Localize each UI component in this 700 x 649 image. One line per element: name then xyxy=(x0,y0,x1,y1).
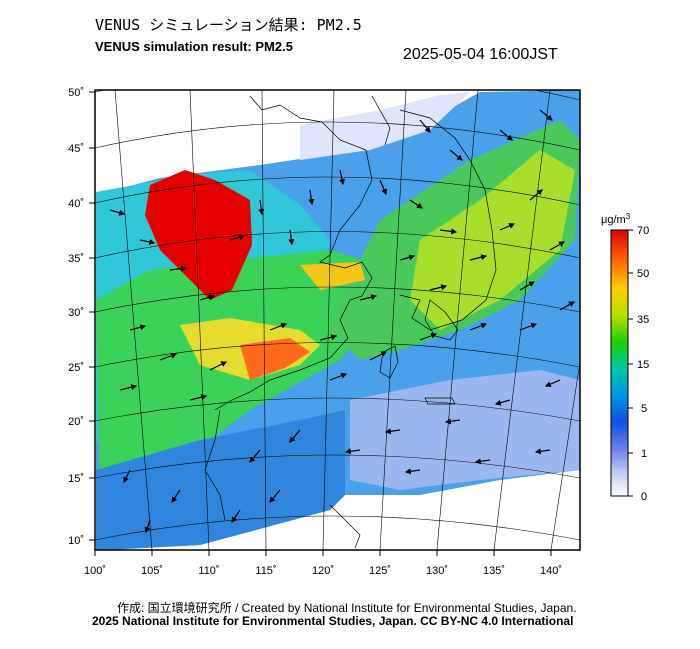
lon-label-105: 105˚ xyxy=(141,565,163,577)
lon-label-130: 130˚ xyxy=(426,565,448,577)
colorbar-tick-5: 5 xyxy=(641,403,647,415)
lat-label-30: 30˚ xyxy=(68,307,84,319)
latitude-ticks xyxy=(89,91,95,541)
lat-label-50: 50˚ xyxy=(68,87,84,99)
colorbar: μg/m3 70 50 35 15 5 1 0 xyxy=(601,212,649,503)
lat-label-40: 40˚ xyxy=(68,198,84,210)
colorbar-tick-50: 50 xyxy=(637,268,649,280)
pm25-field-orange-south xyxy=(240,338,310,380)
colorbar-tick-1: 1 xyxy=(641,448,647,460)
colorbar-tick-0: 0 xyxy=(641,491,647,503)
longitude-ticks xyxy=(94,550,552,556)
colorbar-unit: μg/m3 xyxy=(601,212,631,226)
map-frame xyxy=(94,89,581,551)
lon-label-120: 120˚ xyxy=(312,565,334,577)
colorbar-tick-35: 35 xyxy=(637,314,649,326)
colorbar-tick-70: 70 xyxy=(637,225,649,237)
longitude-lines xyxy=(95,90,580,550)
lat-label-35: 35˚ xyxy=(68,253,84,265)
lat-label-10: 10˚ xyxy=(68,535,84,547)
lon-label-140: 140˚ xyxy=(540,565,562,577)
lat-label-25: 25˚ xyxy=(68,362,84,374)
copyright-line: 2025 National Institute for Environmenta… xyxy=(92,614,574,628)
colorbar-tick-15: 15 xyxy=(637,359,649,371)
pm25-field-yellow-bohai xyxy=(300,262,365,290)
title-japanese: VENUS シミュレーション結果: PM2.5 xyxy=(95,16,362,34)
lon-label-125: 125˚ xyxy=(369,565,391,577)
latitude-lines xyxy=(95,90,580,541)
wind-vectors xyxy=(109,109,576,534)
pm25-map xyxy=(95,90,580,550)
lat-label-15: 15˚ xyxy=(68,473,84,485)
colorbar-scale xyxy=(610,229,629,497)
lon-label-115: 115˚ xyxy=(255,565,276,577)
lat-label-20: 20˚ xyxy=(68,416,84,428)
pm25-field-pale-north xyxy=(300,92,470,160)
lon-label-135: 135˚ xyxy=(483,565,505,577)
pm25-field-yellowgreen xyxy=(410,150,575,330)
pm25-field-blue-south xyxy=(96,410,345,550)
coastlines xyxy=(204,95,497,549)
title-english: VENUS simulation result: PM2.5 xyxy=(95,39,293,54)
pm25-field-red-hotspot xyxy=(145,170,252,300)
credit-line: 作成: 国立環境研究所 / Created by National Instit… xyxy=(117,601,577,615)
forecast-timestamp: 2025-05-04 16:00JST xyxy=(403,46,558,63)
lat-label-45: 45˚ xyxy=(68,143,84,155)
lon-label-110: 110˚ xyxy=(198,565,219,577)
lon-label-100: 100˚ xyxy=(84,565,106,577)
